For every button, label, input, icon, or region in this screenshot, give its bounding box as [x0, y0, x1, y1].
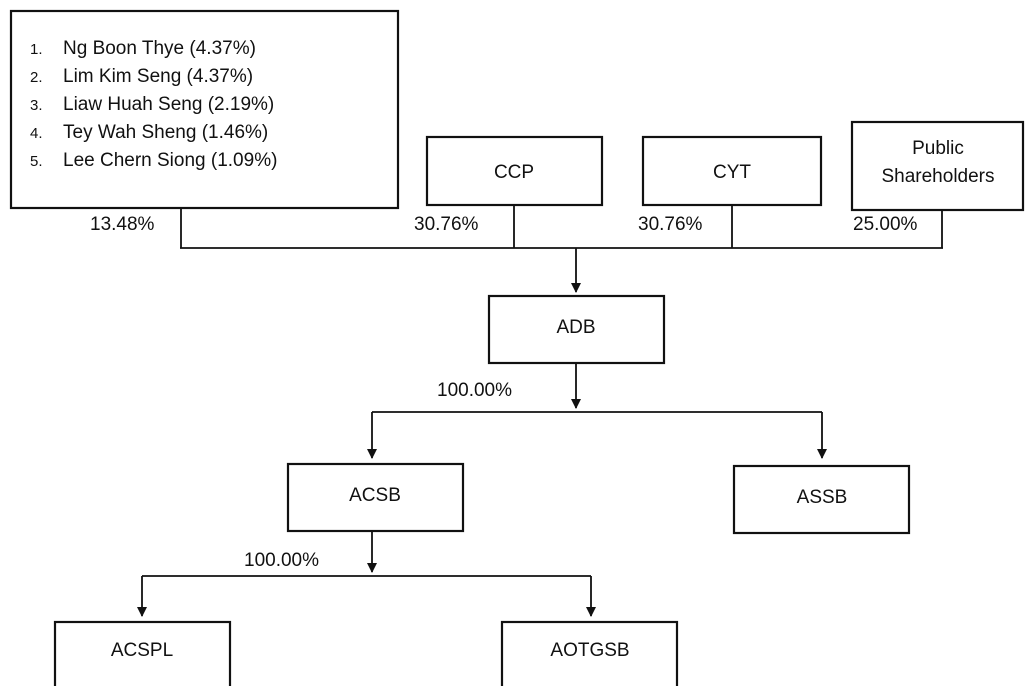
shareholder-number-1: 1. — [30, 41, 43, 58]
public-shareholders-box: Public Shareholders — [850, 120, 1025, 212]
aotgsb-label: AOTGSB — [550, 640, 629, 661]
adb-stake-label: 100.00% — [437, 380, 512, 401]
cyt-stake-label: 30.76% — [638, 214, 703, 235]
acspl-box: ACSPL — [53, 620, 232, 686]
ccp-stake-label: 30.76% — [414, 214, 479, 235]
shareholder-number-2: 2. — [30, 69, 43, 86]
ccp-box: CCP — [425, 135, 604, 207]
shareholder-4: Tey Wah Sheng (1.46%) — [63, 122, 268, 143]
assb-box: ASSB — [732, 464, 911, 535]
public-label-line1: Public — [912, 138, 964, 159]
shareholder-2: Lim Kim Seng (4.37%) — [63, 66, 253, 87]
acsb-subsidiary-connectors — [137, 575, 596, 617]
shareholder-3: Liaw Huah Seng (2.19%) — [63, 94, 274, 115]
assb-label: ASSB — [797, 487, 848, 508]
public-label-line2: Shareholders — [881, 166, 994, 187]
acsb-box: ACSB — [286, 462, 465, 533]
shareholder-5: Lee Chern Siong (1.09%) — [63, 150, 277, 171]
cyt-label: CYT — [713, 162, 751, 183]
shareholder-1: Ng Boon Thye (4.37%) — [63, 38, 256, 59]
shareholder-number-4: 4. — [30, 125, 43, 142]
adb-box: ADB — [487, 294, 666, 365]
adb-label: ADB — [556, 317, 595, 338]
top-tier-connectors — [180, 205, 943, 293]
shareholder-number-5: 5. — [30, 153, 43, 170]
adb-subsidiary-connectors — [367, 411, 827, 459]
public-stake-label: 25.00% — [853, 214, 918, 235]
individual-stake-label: 13.48% — [90, 214, 155, 235]
individual-shareholders-box: 1. Ng Boon Thye (4.37%) 2. Lim Kim Seng … — [9, 9, 400, 210]
acsb-stake-label: 100.00% — [244, 550, 319, 571]
ccp-label: CCP — [494, 162, 534, 183]
aotgsb-box: AOTGSB — [500, 620, 679, 686]
shareholder-number-3: 3. — [30, 97, 43, 114]
acsb-label: ACSB — [349, 485, 401, 506]
cyt-box: CYT — [641, 135, 823, 207]
acspl-label: ACSPL — [111, 640, 173, 661]
